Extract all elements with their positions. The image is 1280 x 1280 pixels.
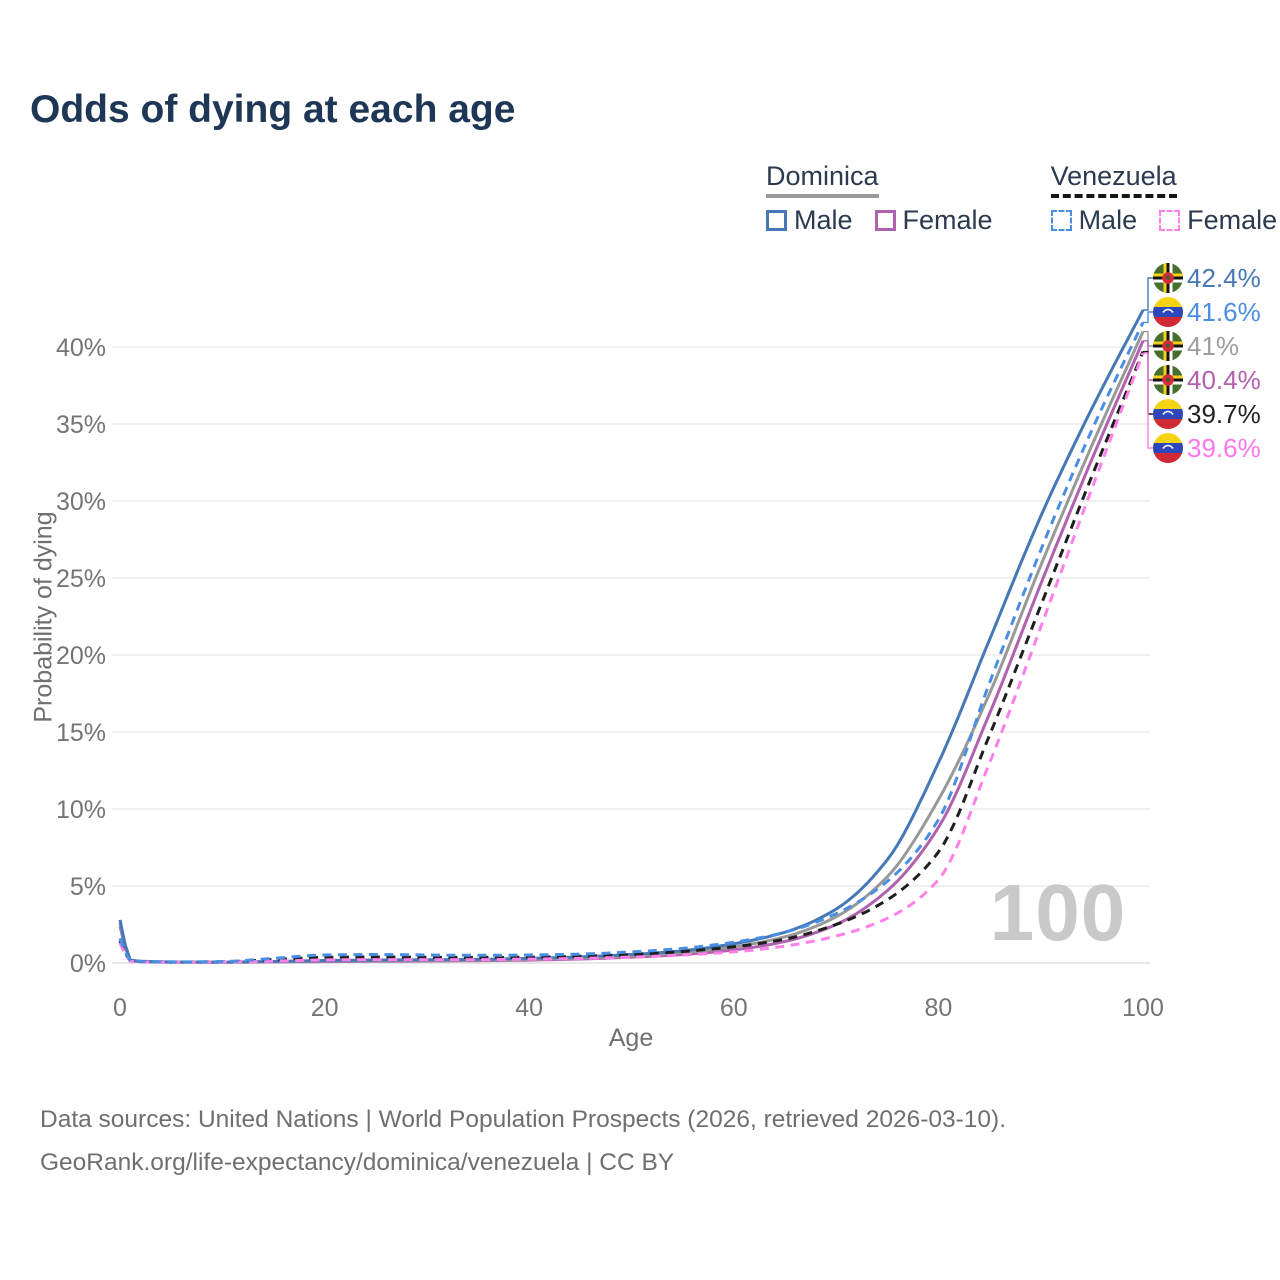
age-counter-watermark: 100 <box>989 868 1127 957</box>
y-tick-label: 10% <box>56 796 106 824</box>
venezuela-female-swatch-icon <box>1159 210 1181 231</box>
legend-item-venezuela-male[interactable]: Male <box>1050 205 1138 236</box>
legend-item-label: Male <box>1078 205 1138 235</box>
dominica-male-swatch-icon <box>766 210 787 231</box>
legend-item-dominica-female[interactable]: Female <box>874 205 993 236</box>
y-axis-title: Probability of dying <box>29 511 58 723</box>
end-label-connector <box>1143 311 1153 324</box>
x-tick-label: 0 <box>113 994 127 1022</box>
legend-group-venezuela: Venezuela Male Female <box>1050 161 1277 236</box>
end-label-connector <box>1143 352 1153 449</box>
x-tick-label: 80 <box>924 994 952 1022</box>
venezuela-flag-icon <box>1153 399 1183 429</box>
venezuela-flag-icon <box>1153 297 1183 327</box>
x-axis-title: Age <box>608 1024 654 1052</box>
legend-item-label: Female <box>1187 205 1278 235</box>
legend-item-label: Male <box>794 205 853 235</box>
x-tick-label: 60 <box>720 994 748 1022</box>
series-line-dominica-male <box>118 309 1145 964</box>
y-tick-label: 5% <box>70 873 106 901</box>
y-tick-label: 15% <box>56 719 106 747</box>
y-tick-label: 40% <box>56 334 106 362</box>
end-label-value: 39.6% <box>1187 433 1261 463</box>
end-label-value: 42.4% <box>1187 263 1261 293</box>
end-label-connector <box>1143 277 1153 311</box>
x-tick-label: 40 <box>515 994 543 1022</box>
footer-sources-line: Data sources: United Nations | World Pop… <box>40 1106 1007 1133</box>
y-tick-label: 0% <box>70 950 106 978</box>
venezuela-flag-icon <box>1153 433 1183 463</box>
legend-group-dominica: Dominica Male Female <box>766 161 993 236</box>
legend-items-venezuela: Male Female <box>1050 205 1277 236</box>
dominica-female-swatch-icon <box>874 210 896 231</box>
legend-country-dominica[interactable]: Dominica <box>766 161 879 198</box>
dominica-flag-icon <box>1153 331 1183 361</box>
y-tick-label: 35% <box>56 411 106 439</box>
legend-items-dominica: Male Female <box>766 205 993 236</box>
end-label-value: 41.6% <box>1187 297 1261 327</box>
venezuela-male-swatch-icon <box>1050 210 1072 231</box>
y-tick-label: 20% <box>56 642 106 670</box>
legend-country-venezuela[interactable]: Venezuela <box>1050 161 1177 198</box>
footer: Data sources: United Nations | World Pop… <box>40 1098 1006 1184</box>
legend-item-venezuela-female[interactable]: Female <box>1159 205 1277 236</box>
end-label-value: 39.7% <box>1187 399 1261 429</box>
page-title: Odds of dying at each age <box>30 88 516 131</box>
legend-item-dominica-male[interactable]: Male <box>766 205 853 236</box>
x-tick-label: 20 <box>311 994 339 1022</box>
end-label-value: 41% <box>1187 331 1239 361</box>
end-label-value: 40.4% <box>1187 365 1261 395</box>
y-tick-label: 30% <box>56 488 106 516</box>
legend: Dominica Male Female Venezuela Male <box>766 161 1277 236</box>
dominica-flag-icon <box>1153 263 1183 293</box>
end-label-connector <box>1143 330 1153 347</box>
y-tick-label: 25% <box>56 565 106 593</box>
dominica-flag-icon <box>1153 365 1183 395</box>
footer-attribution-line: GeoRank.org/life-expectancy/dominica/ven… <box>40 1149 675 1176</box>
legend-item-label: Female <box>902 205 993 235</box>
x-tick-label: 100 <box>1122 994 1164 1022</box>
